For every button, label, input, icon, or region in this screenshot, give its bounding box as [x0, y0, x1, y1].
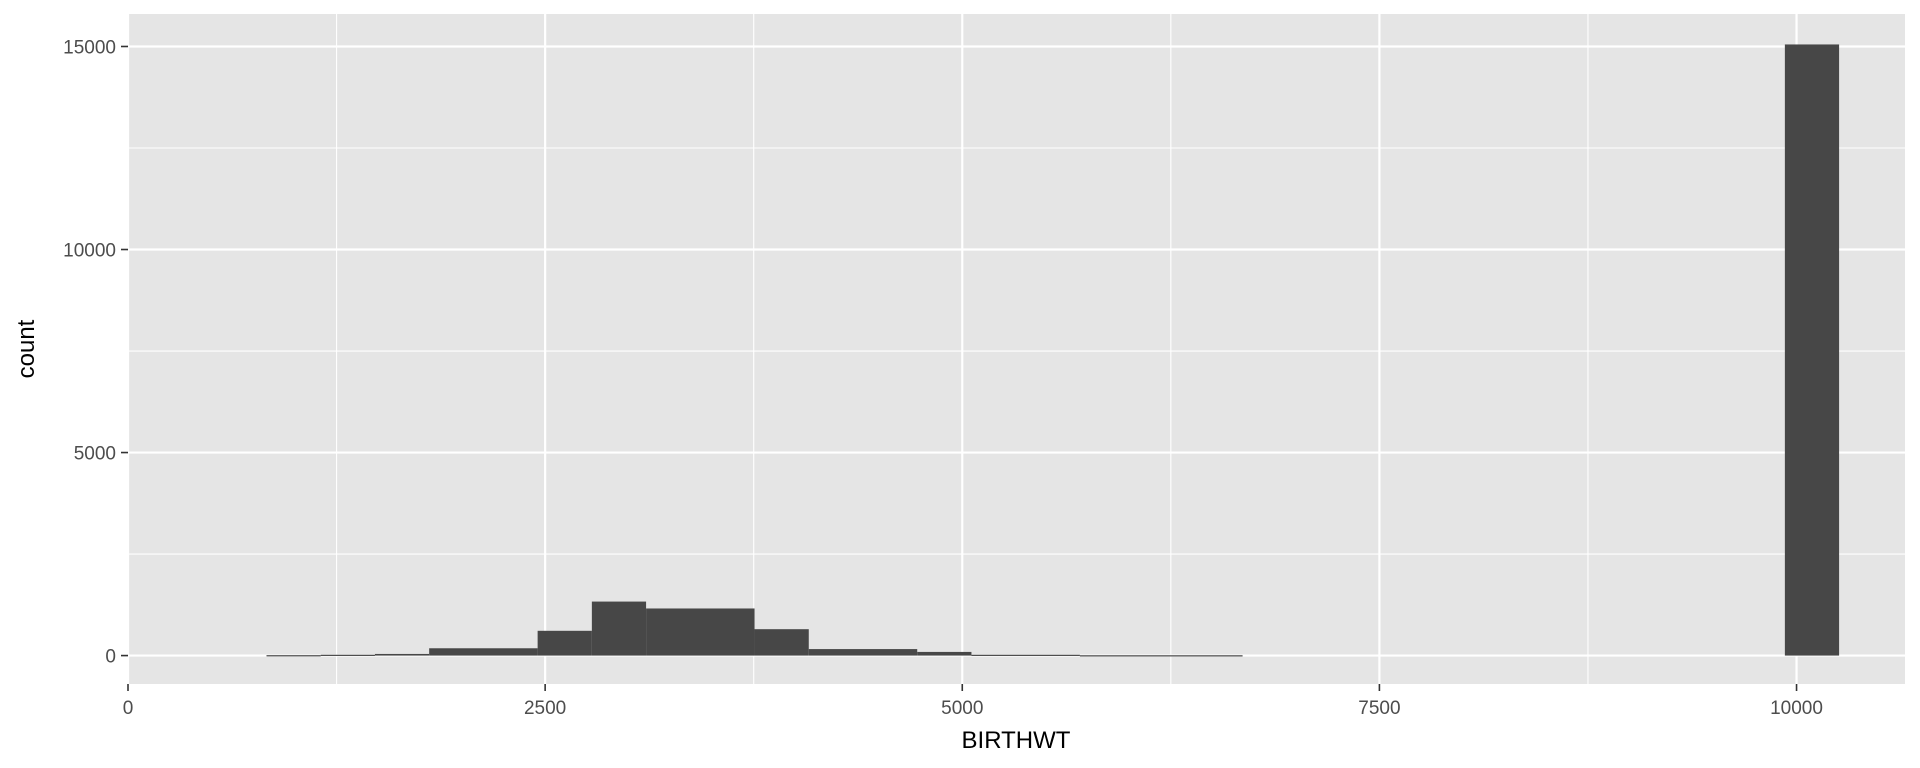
x-tick-label-2: 5000	[941, 698, 983, 719]
histogram-bar-5	[591, 601, 647, 656]
histogram-bar-9	[917, 651, 972, 656]
histogram-bars	[266, 44, 1840, 657]
histogram-bar-11	[1079, 655, 1243, 657]
x-axis-title: BIRTHWT	[962, 727, 1071, 754]
histogram-bar-2	[374, 653, 430, 656]
plot-panel	[128, 14, 1905, 684]
histogram-bar-4	[537, 630, 592, 656]
histogram-bar-8	[808, 649, 918, 656]
axis-ticks	[121, 45, 1798, 691]
x-tick-label-0: 0	[123, 698, 134, 719]
y-tick-label-0: 0	[105, 647, 116, 668]
y-tick-label-3: 15000	[63, 37, 116, 58]
y-axis-title: count	[13, 319, 40, 378]
histogram-bar-3	[429, 648, 538, 656]
x-tick-label-4: 10000	[1770, 698, 1823, 719]
x-tick-label-3: 7500	[1358, 698, 1400, 719]
histogram-bar-7	[754, 629, 809, 656]
y-tick-label-2: 10000	[63, 241, 116, 262]
y-axis: 0 5000 10000 15000	[63, 37, 116, 667]
x-axis: 0 2500 5000 7500 10000	[123, 698, 1823, 719]
histogram-bar-1	[320, 654, 375, 656]
x-tick-label-1: 2500	[524, 698, 566, 719]
histogram-bar-10	[971, 654, 1080, 656]
y-tick-label-1: 5000	[74, 444, 116, 465]
minor-gridlines	[128, 14, 1905, 684]
histogram-bar-12	[1784, 44, 1840, 656]
histogram-bar-0	[266, 655, 321, 657]
histogram-bar-6	[646, 608, 755, 656]
